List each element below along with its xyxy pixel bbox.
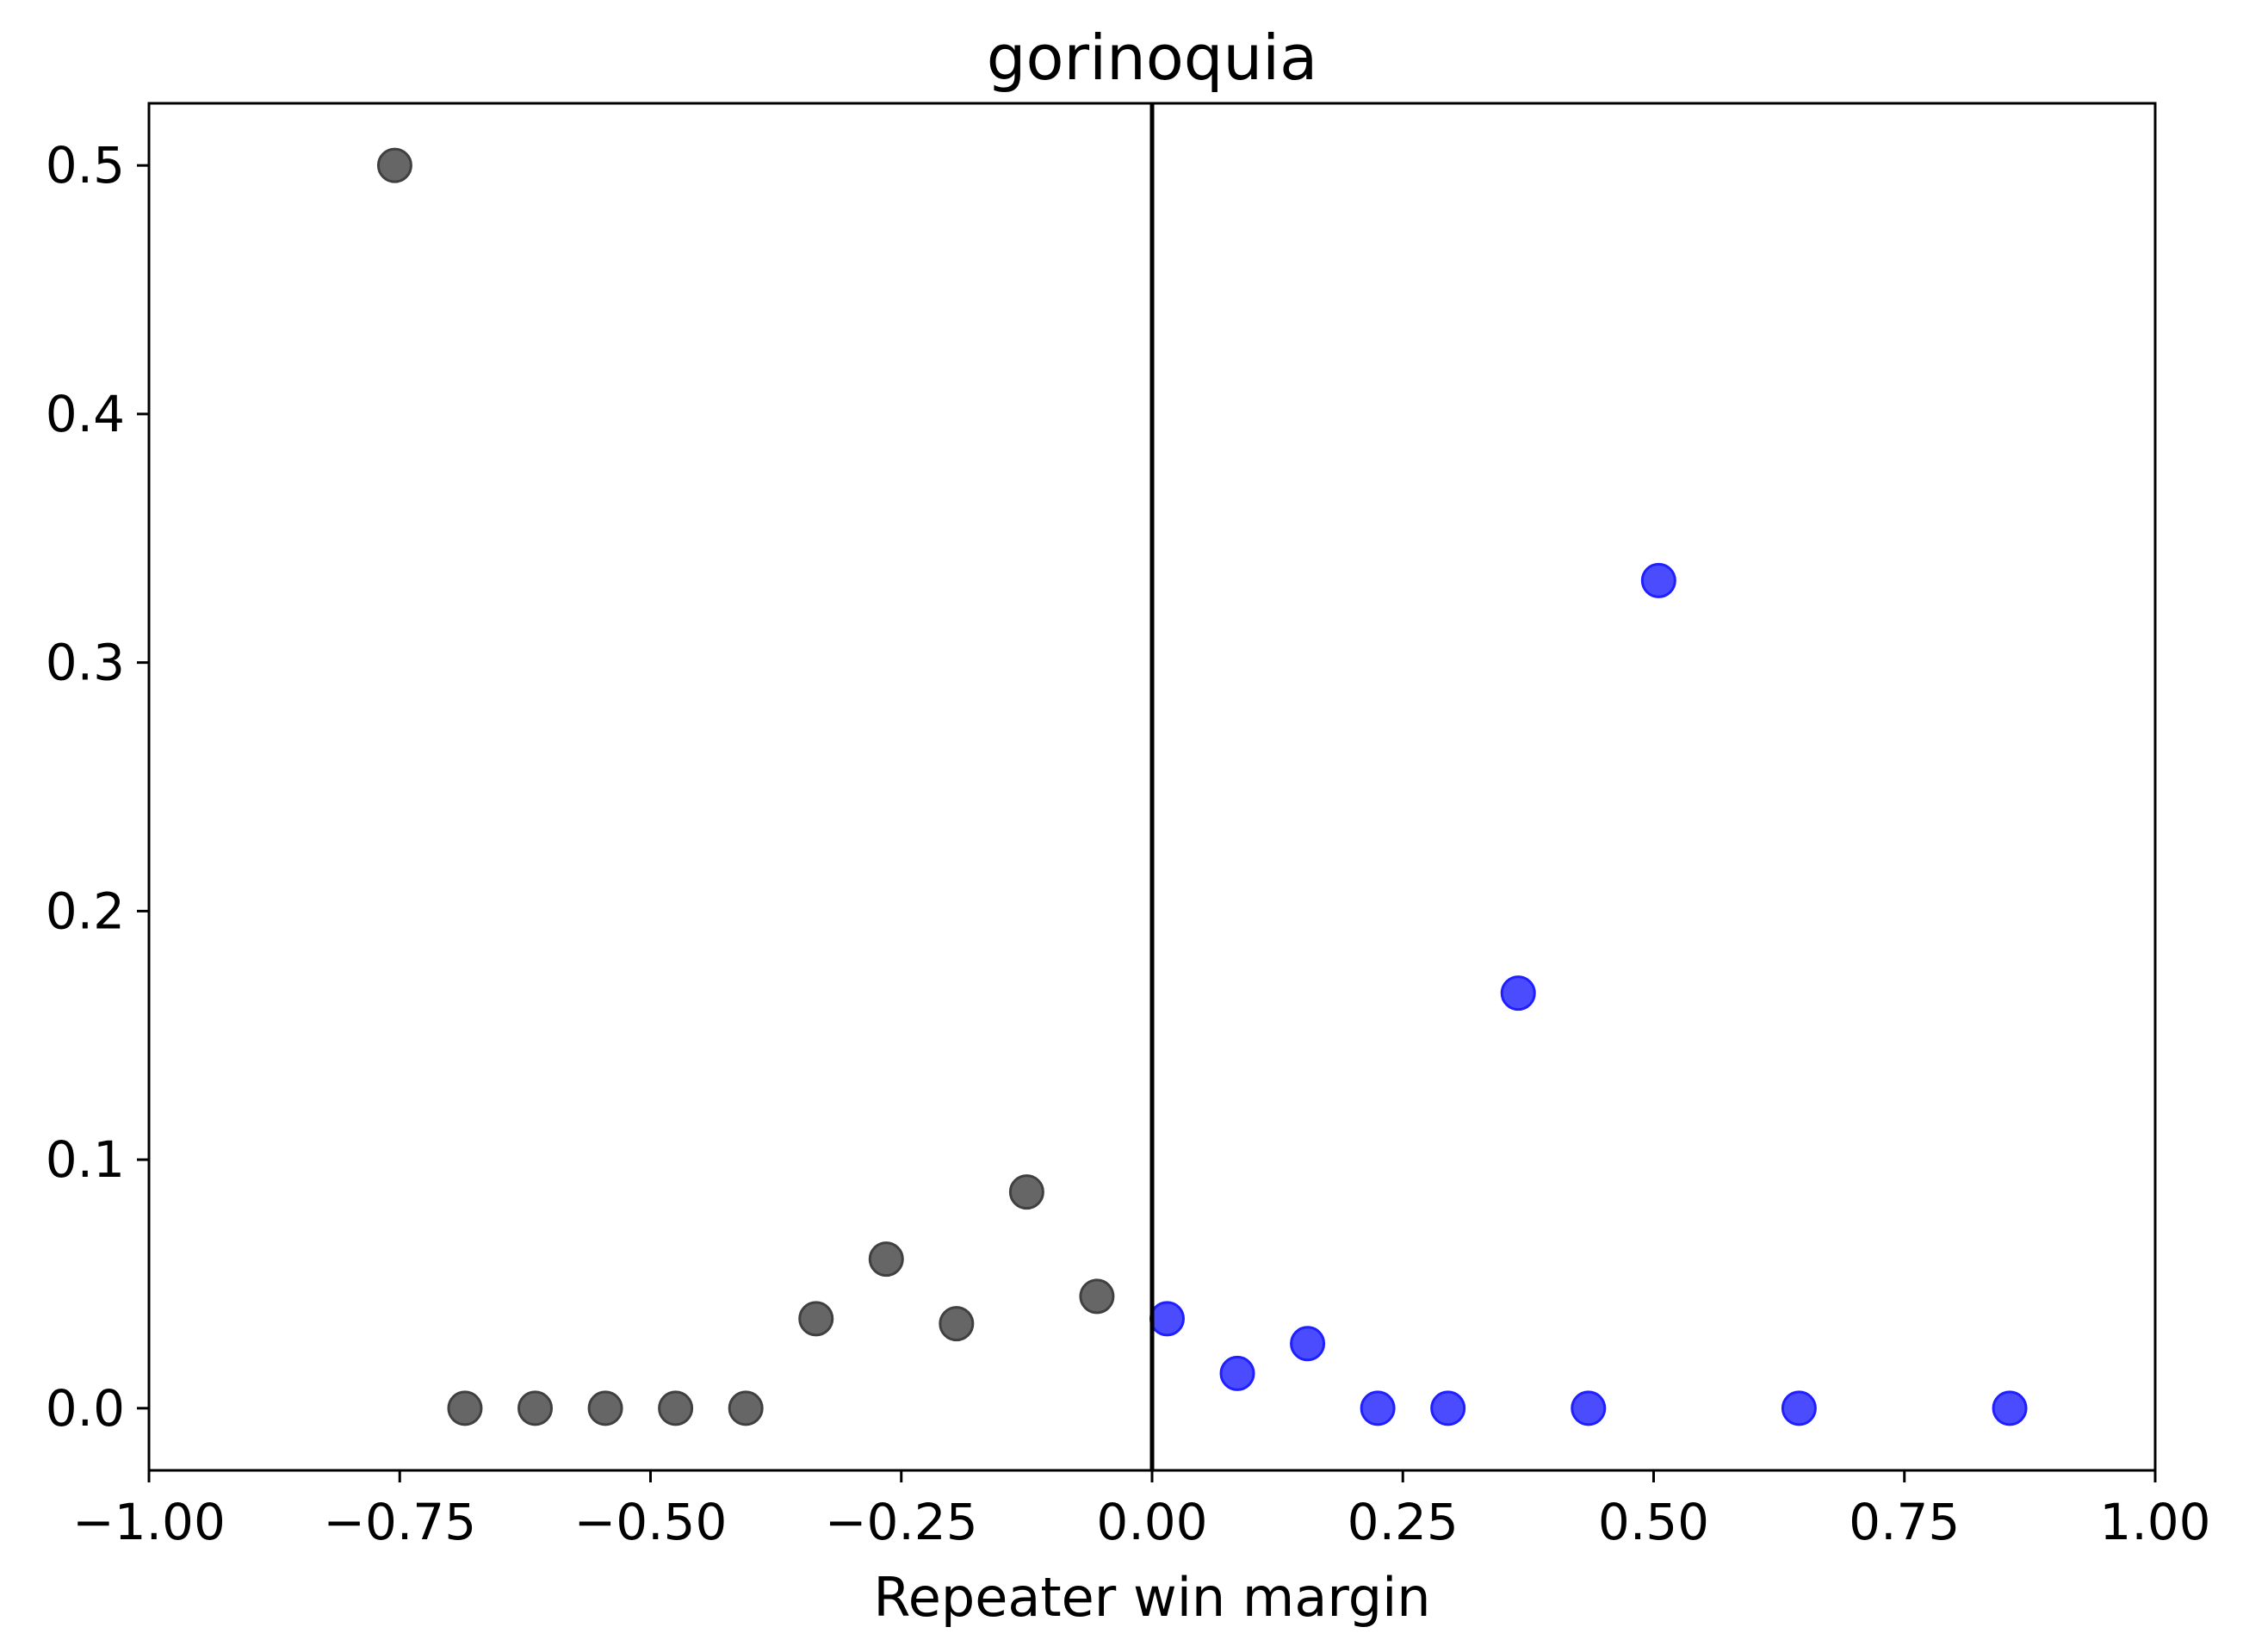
x-tick-label: 0.25 (1348, 1493, 1459, 1551)
data-point-s1-1 (1219, 1355, 1255, 1391)
data-point-s0-5 (728, 1390, 764, 1426)
data-point-s0-2 (517, 1390, 554, 1426)
data-point-s1-8 (1781, 1390, 1817, 1426)
x-tick-label: 0.75 (1849, 1493, 1960, 1551)
data-points (376, 147, 2028, 1426)
data-point-s0-10 (1079, 1278, 1115, 1315)
y-tick-label: 0.4 (46, 385, 125, 443)
x-tick-label: −0.50 (574, 1493, 728, 1551)
data-point-s1-0 (1149, 1301, 1185, 1337)
x-tick-label: −1.00 (72, 1493, 226, 1551)
data-point-s0-8 (939, 1306, 975, 1342)
y-tick-label: 0.2 (46, 882, 125, 940)
data-point-s0-1 (447, 1390, 483, 1426)
data-point-s1-7 (1640, 562, 1676, 598)
data-point-s1-2 (1290, 1326, 1326, 1362)
axis-ticks: −1.00 −0.75 −0.50 −0.25 0.00 0.25 0.50 0.75 1.00… (46, 136, 2211, 1551)
data-point-s1-6 (1571, 1390, 1607, 1426)
data-point-s0-3 (587, 1390, 623, 1426)
x-axis-label: Repeater win margin (873, 1566, 1430, 1629)
data-point-s1-3 (1360, 1390, 1396, 1426)
plot-area-frame (147, 102, 2157, 1472)
y-tick-label: 0.0 (46, 1379, 125, 1438)
x-tick-label: 1.00 (2099, 1493, 2210, 1551)
data-point-s0-0 (376, 147, 412, 183)
x-tick-label: −0.75 (323, 1493, 476, 1551)
data-point-s0-4 (658, 1390, 694, 1426)
data-point-s0-9 (1008, 1174, 1044, 1210)
data-point-s0-7 (868, 1241, 904, 1278)
x-tick-label: 0.50 (1598, 1493, 1709, 1551)
y-tick-label: 0.5 (46, 136, 125, 195)
y-tick-label: 0.1 (46, 1130, 125, 1189)
y-tick-label: 0.3 (46, 634, 125, 692)
data-point-s1-4 (1430, 1390, 1466, 1426)
x-tick-label: −0.25 (825, 1493, 978, 1551)
chart-title: gorinoquia (987, 22, 1318, 94)
data-point-s1-9 (1992, 1390, 2028, 1426)
x-tick-label: 0.00 (1096, 1493, 1207, 1551)
data-point-s1-5 (1500, 975, 1536, 1012)
data-point-s0-6 (798, 1301, 834, 1337)
